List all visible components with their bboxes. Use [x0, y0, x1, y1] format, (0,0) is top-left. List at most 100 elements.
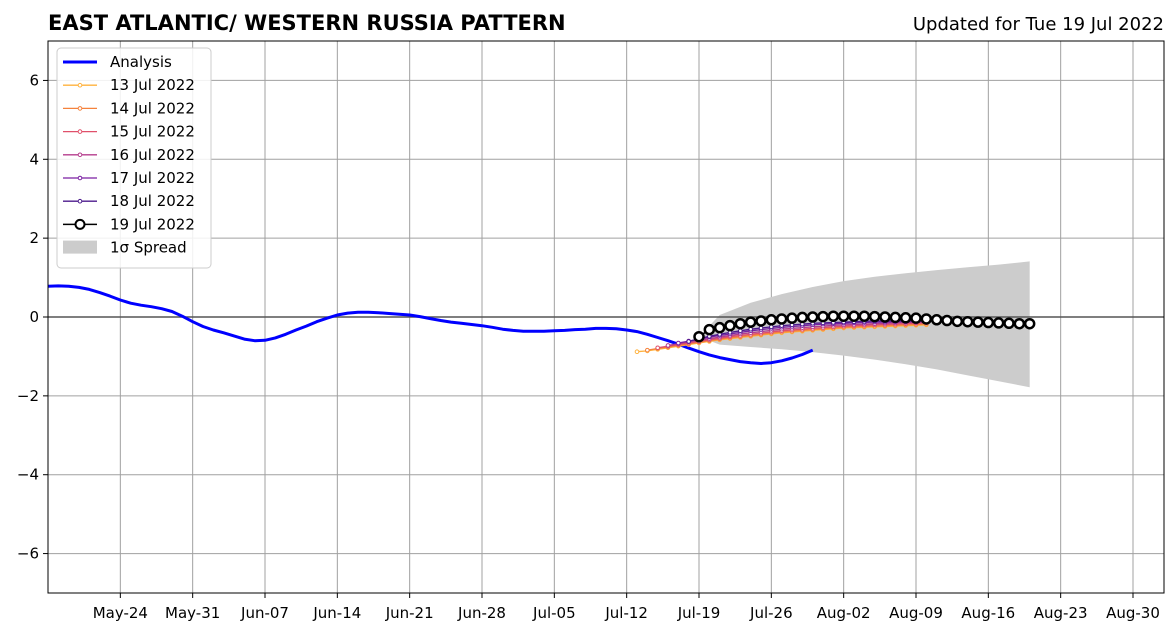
x-tick-label: May-24 [93, 604, 148, 622]
y-tick-label: 4 [29, 150, 39, 168]
x-tick-label: Jun-07 [240, 604, 289, 622]
latest-forecast-point [868, 310, 881, 323]
latest-forecast-point [910, 312, 922, 324]
forecast-point [769, 324, 774, 330]
latest-forecast-point [1003, 317, 1015, 330]
latest-forecast-point [827, 310, 840, 322]
legend-entry: 17 Jul 2022 [63, 169, 195, 187]
analysis-line [48, 284, 814, 365]
latest-forecast-point [734, 317, 747, 330]
latest-forecast-point [848, 310, 860, 322]
legend-marker [77, 198, 83, 204]
y-tick-label: −6 [17, 545, 39, 563]
legend-marker [77, 106, 83, 111]
legend-swatch [63, 240, 97, 254]
legend-label: 16 Jul 2022 [110, 146, 195, 164]
latest-forecast-point [972, 316, 984, 328]
series-group [48, 261, 1164, 388]
latest-forecast-point [796, 311, 809, 324]
latest-forecast-point [806, 311, 819, 323]
legend-entry: 15 Jul 2022 [63, 123, 195, 141]
latest-forecast-point [703, 323, 716, 336]
legend: Analysis 13 Jul 2022 14 Jul 2022 15 Jul 202… [56, 47, 212, 269]
x-tick-label: Aug-16 [961, 604, 1015, 622]
latest-forecast-point [765, 314, 778, 326]
latest-forecast-point [713, 321, 726, 334]
legend-label: Analysis [110, 53, 172, 71]
chart-title: EAST ATLANTIC/ WESTERN RUSSIA PATTERN [48, 11, 566, 35]
legend-label: 15 Jul 2022 [110, 123, 195, 141]
forecast-point [676, 340, 681, 346]
x-tick-label: Aug-23 [1034, 604, 1088, 622]
latest-forecast-point [920, 313, 933, 325]
y-tick-label: −2 [17, 387, 39, 405]
latest-forecast-point [941, 314, 953, 327]
legend-entry: 14 Jul 2022 [63, 99, 195, 117]
latest-forecast-point [858, 310, 871, 322]
latest-forecast-point [889, 311, 902, 324]
latest-forecast-point [930, 314, 943, 326]
legend-label: 18 Jul 2022 [110, 192, 195, 210]
forecast-point [758, 325, 764, 331]
forecast-point [634, 349, 640, 354]
legend-label: 13 Jul 2022 [110, 76, 195, 94]
latest-forecast-point [951, 315, 964, 328]
x-tick-label: Jun-14 [312, 604, 361, 622]
latest-forecast-point [755, 315, 767, 327]
forecast-point [738, 328, 743, 334]
legend-entry: 18 Jul 2022 [63, 192, 195, 210]
legend-entry: Analysis [63, 53, 172, 71]
axes: May-24 May-31 Jun-07 Jun-14 Jun-21 Jun-28 Jul-… [17, 40, 1165, 622]
y-tick-label: 0 [29, 308, 39, 326]
y-tick-label: 2 [29, 229, 39, 247]
x-tick-label: Jun-21 [385, 604, 434, 622]
latest-forecast-point [982, 316, 995, 329]
y-tick-label: 6 [29, 71, 39, 89]
x-tick-label: Jul-26 [749, 604, 793, 622]
x-tick-label: Jul-19 [677, 604, 721, 622]
y-tick-label: −4 [17, 466, 39, 484]
latest-forecast-point [837, 310, 850, 322]
legend-marker [74, 218, 86, 230]
legend-label: 14 Jul 2022 [110, 99, 195, 117]
legend-label: 17 Jul 2022 [110, 169, 195, 187]
forecast-point [645, 347, 650, 353]
x-tick-label: May-31 [165, 604, 220, 622]
legend-label: 1σ Spread [110, 239, 187, 257]
legend-box [56, 47, 212, 269]
latest-forecast-point [724, 319, 736, 332]
plot-area [48, 41, 1164, 593]
updated-date: Updated for Tue 19 Jul 2022 [913, 14, 1164, 35]
legend-entry: 19 Jul 2022 [63, 215, 195, 233]
latest-forecast-series [693, 310, 1036, 343]
latest-forecast-point [775, 313, 788, 325]
latest-forecast-point [879, 311, 891, 323]
forecast-point [655, 345, 660, 351]
latest-forecast-point [693, 330, 705, 343]
latest-forecast-point [992, 317, 1005, 329]
latest-forecast-point [961, 315, 974, 328]
forecast-line [647, 323, 927, 351]
x-tick-label: Aug-09 [889, 604, 943, 622]
legend-entry: 1σ Spread [63, 239, 187, 257]
latest-forecast-point [817, 310, 829, 323]
x-tick-label: Aug-30 [1106, 604, 1160, 622]
latest-forecast-point [1013, 317, 1026, 330]
latest-forecast-point [786, 312, 798, 324]
forecast-point [665, 343, 671, 348]
x-tick-label: Jun-28 [457, 604, 506, 622]
legend-marker [77, 129, 83, 134]
legend-marker [77, 82, 83, 88]
x-tick-label: Aug-02 [817, 604, 871, 622]
forecast-point [686, 339, 691, 344]
x-tick-label: Jul-05 [532, 604, 576, 622]
legend-entry: 16 Jul 2022 [63, 146, 195, 164]
latest-forecast-point [744, 316, 757, 328]
latest-forecast-point [1023, 317, 1036, 330]
forecast-point [748, 326, 753, 332]
x-tick-label: Jul-12 [604, 604, 648, 622]
legend-label: 19 Jul 2022 [110, 215, 195, 233]
legend-entry: 13 Jul 2022 [63, 76, 195, 94]
latest-forecast-point [899, 312, 912, 324]
